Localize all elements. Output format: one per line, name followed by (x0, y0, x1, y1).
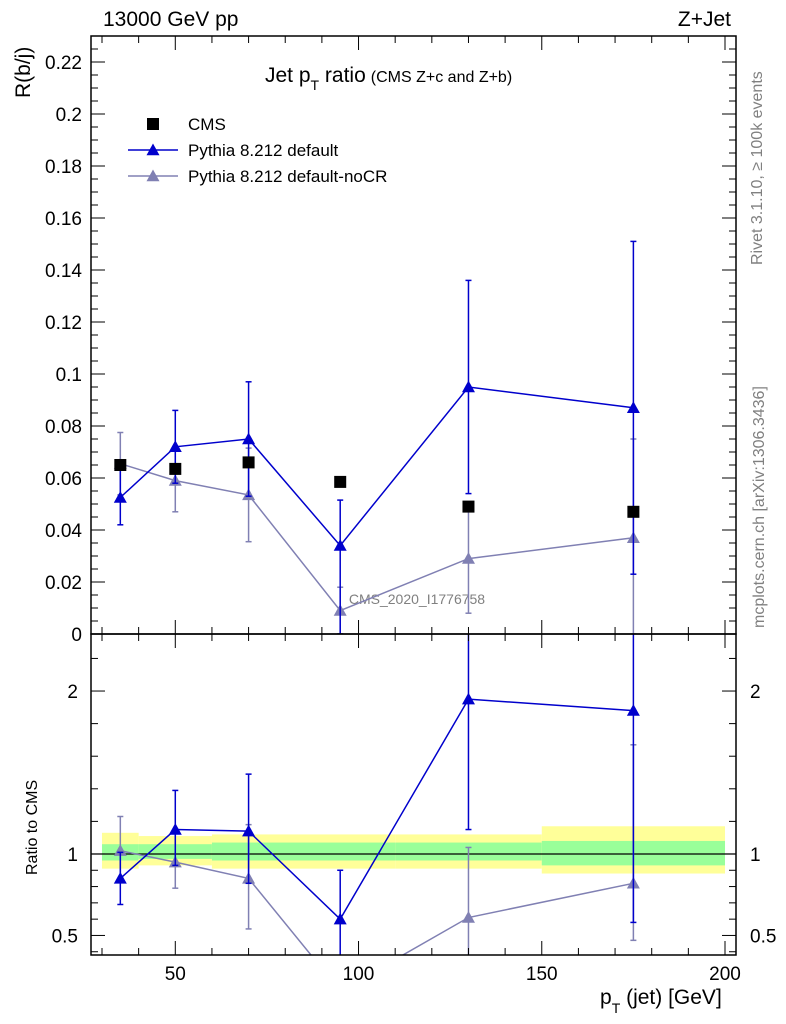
legend-label-cms: CMS (188, 115, 226, 134)
pythia-8-212-default-point (461, 380, 475, 393)
rivet-version-label: Rivet 3.1.10, ≥ 100k events (749, 71, 766, 265)
pythia-8-212-default-point (333, 539, 347, 551)
pythia-8-212-default-point (461, 692, 475, 705)
green-band-segment (211, 842, 396, 861)
pythia-8-212-default-point (168, 823, 182, 835)
legend: CMS Pythia 8.212 default Pythia 8.212 defa… (128, 115, 387, 186)
ratio-y-tick-label: 0.5 (52, 926, 78, 947)
ratio-y-axis-label: Ratio to CMS (24, 780, 41, 875)
chart-title: Jet pT ratio (CMS Z+c and Z+b) (265, 64, 512, 93)
ratio-y-tick-label-right: 0.5 (750, 926, 776, 947)
pythia-8-212-default-nocr-point (461, 911, 475, 923)
pythia-8-212-default-point (113, 871, 127, 884)
top-panel-data (113, 240, 640, 634)
header-energy: 13000 GeV pp (103, 8, 238, 31)
legend-label-pythia-8-212-default: Pythia 8.212 default (188, 141, 339, 160)
x-tick-label: 200 (709, 964, 741, 985)
top-y-axis-label: R(b/j) (12, 47, 35, 98)
top-y-tick-label: 0.08 (45, 417, 82, 438)
pythia-8-212-default-nocr-point (461, 552, 475, 564)
pythia-8-212-default-point (242, 824, 256, 837)
pythia-8-212-default-point (168, 440, 182, 452)
x-tick-label: 150 (526, 964, 558, 985)
top-y-tick-label: 0.14 (45, 261, 82, 282)
x-tick-label: 50 (165, 964, 186, 985)
pythia-8-212-default-point (333, 912, 347, 925)
pythia-8-212-default-nocr-line (120, 462, 634, 612)
legend-marker-cms (147, 118, 159, 130)
ratio-y-tick-label: 2 (67, 682, 78, 703)
top-y-tick-label: 0.12 (45, 313, 82, 334)
legend-marker-pythia-8-212-default-nocr (146, 169, 160, 182)
ratio-panel-data (113, 634, 640, 996)
axes: 50 100 150 200 0 0.02 0.04 0.06 0.08 0.1 0.12 0.14 0… (45, 35, 776, 985)
top-y-tick-label: 0.16 (45, 209, 82, 230)
legend-marker-pythia-8-212-default (146, 143, 160, 156)
top-y-tick-label: 0.06 (45, 469, 82, 490)
top-y-tick-label: 0.02 (45, 573, 82, 594)
ratio-y-tick-label-right: 1 (750, 845, 761, 866)
top-y-tick-label: 0.2 (56, 105, 82, 126)
pythia-8-212-default-nocr-point (113, 844, 127, 856)
legend-label-pythia-8-212-default-nocr: Pythia 8.212 default-noCR (188, 167, 387, 186)
cms-point (114, 459, 127, 471)
ratio-y-tick-label-right: 2 (750, 682, 761, 703)
uncertainty-bands (91, 826, 736, 874)
top-y-tick-label: 0.1 (56, 365, 82, 386)
x-tick-label: 100 (343, 964, 375, 985)
pythia-8-212-default-point (242, 432, 256, 445)
top-y-tick-label: 0.22 (45, 53, 82, 74)
pythia-8-212-default-nocr-point (334, 984, 347, 996)
cms-point (242, 456, 255, 469)
pythia-8-212-default-line (119, 386, 634, 547)
pythia-8-212-default-point (626, 401, 640, 413)
analysis-label: CMS_2020_I1776758 (349, 591, 485, 607)
top-y-tick-label: 0.04 (45, 521, 82, 542)
ratio-y-tick-label: 1 (67, 845, 78, 866)
pythia-8-212-default-point (113, 491, 127, 503)
mcplots-label: mcplots.cern.ch [arXiv:1306.3436] (751, 386, 768, 628)
top-y-tick-label: 0 (71, 625, 82, 646)
cms-point (169, 462, 182, 475)
pythia-8-212-default-nocr-line (120, 849, 634, 955)
x-axis-label: pT (jet) [GeV] (600, 986, 722, 1016)
cms-point (334, 475, 347, 488)
pythia-8-212-default-line (119, 698, 634, 921)
top-y-tick-label: 0.18 (45, 157, 82, 178)
header-process: Z+Jet (678, 8, 731, 31)
pythia-8-212-default-point (626, 704, 640, 716)
ratio-panel-frame (90, 633, 737, 956)
cms-point (627, 505, 640, 518)
cms-point (462, 500, 475, 513)
